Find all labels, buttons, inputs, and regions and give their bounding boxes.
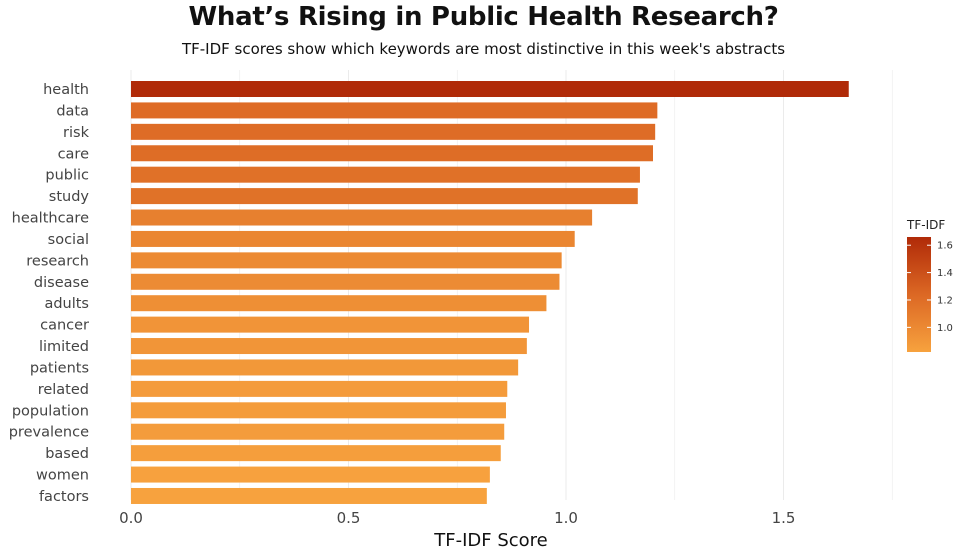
x-tick-label: 1.5 xyxy=(772,509,796,527)
legend-colorbar xyxy=(907,237,931,352)
category-label: study xyxy=(49,189,90,205)
x-tick-label: 0.0 xyxy=(119,509,143,527)
category-label: based xyxy=(45,446,89,462)
bar-disease xyxy=(131,273,560,290)
bar-healthcare xyxy=(131,209,593,226)
bar-adults xyxy=(131,295,547,312)
category-label: social xyxy=(48,232,89,248)
legend-tick-label: 1.4 xyxy=(937,268,953,279)
bar-study xyxy=(131,188,638,205)
bar-related xyxy=(131,380,508,397)
bar-risk xyxy=(131,123,656,140)
category-label: patients xyxy=(30,360,89,376)
category-label: healthcare xyxy=(12,211,89,227)
x-tick-label: 0.5 xyxy=(337,509,361,527)
bar-women xyxy=(131,466,490,483)
bar-based xyxy=(131,445,501,462)
bar-factors xyxy=(131,487,487,504)
x-axis-ticks: 0.0 0.5 1.0 1.5 xyxy=(119,509,795,527)
bar-research xyxy=(131,252,562,269)
legend-title: TF-IDF xyxy=(906,218,945,232)
bar-data xyxy=(131,102,658,119)
category-label: data xyxy=(56,103,89,119)
category-label: risk xyxy=(63,125,90,141)
category-label: research xyxy=(26,253,89,269)
bar-patients xyxy=(131,359,519,376)
category-label: prevalence xyxy=(9,425,89,441)
category-label: related xyxy=(38,382,89,398)
category-label: limited xyxy=(39,339,89,355)
category-label: adults xyxy=(44,296,89,312)
x-tick-label: 1.0 xyxy=(554,509,578,527)
bar-cancer xyxy=(131,316,530,333)
category-label: factors xyxy=(39,489,89,505)
bar-social xyxy=(131,230,575,247)
category-label: health xyxy=(43,82,89,98)
legend-tick-label: 1.2 xyxy=(937,295,953,306)
chart-title: What’s Rising in Public Health Research? xyxy=(188,2,779,32)
chart-subtitle: TF-IDF scores show which keywords are mo… xyxy=(181,40,786,58)
category-label: women xyxy=(36,468,89,484)
category-label: cancer xyxy=(40,318,89,334)
bars xyxy=(131,81,849,504)
category-label: population xyxy=(12,403,89,419)
category-label: disease xyxy=(34,275,89,291)
bar-health xyxy=(131,81,849,97)
category-label: care xyxy=(58,146,90,162)
x-axis-title: TF-IDF Score xyxy=(433,530,548,551)
color-legend: TF-IDF 1.0 1.2 1.4 1.6 xyxy=(906,218,953,352)
bar-limited xyxy=(131,338,527,355)
legend-tick-label: 1.0 xyxy=(937,323,953,334)
bar-public xyxy=(131,166,640,183)
bar-care xyxy=(131,145,653,162)
legend-tick-label: 1.6 xyxy=(937,241,953,252)
category-labels: health data risk care public study healthcare s… xyxy=(9,82,90,505)
bar-prevalence xyxy=(131,423,505,440)
category-label: public xyxy=(45,168,89,184)
bar-population xyxy=(131,402,506,419)
